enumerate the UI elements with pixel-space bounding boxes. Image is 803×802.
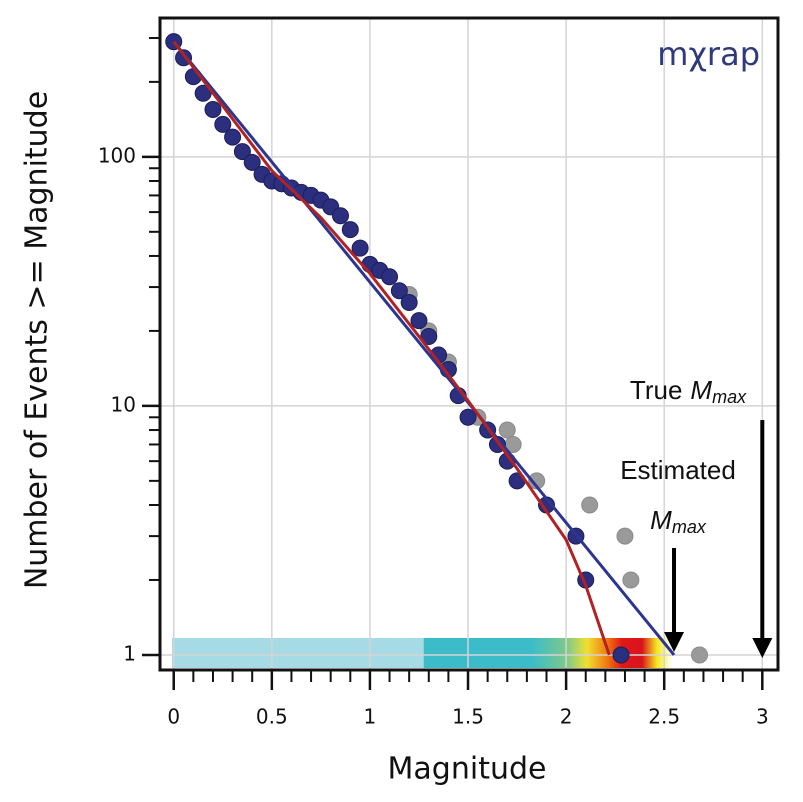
x-axis-label: Magnitude (388, 752, 547, 787)
y-tick-label: 10 (111, 392, 136, 416)
data-point (616, 527, 634, 545)
probability-band (172, 638, 672, 668)
data-point (498, 421, 516, 439)
arrow-head (664, 632, 685, 652)
data-point (390, 282, 408, 300)
y-axis-label: Number of Events >= Magnitude (20, 91, 55, 589)
data-point (612, 646, 630, 664)
data-point (622, 571, 640, 589)
y-tick-label: 100 (98, 143, 136, 167)
x-tick-label: 1.5 (452, 705, 484, 729)
arrow-head (752, 638, 773, 658)
annotation: Estimated Mmax (620, 455, 736, 652)
annotation-symbol: M (690, 375, 712, 405)
x-tick-label: 1 (364, 705, 377, 729)
x-tick-label: 0.5 (256, 705, 288, 729)
annotation-symbol: M (650, 505, 672, 535)
x-tick-label: 0 (167, 705, 180, 729)
data-point (381, 268, 399, 286)
fit-line (172, 40, 611, 656)
data-point (214, 115, 232, 133)
annotation-text: Mmax (650, 505, 707, 537)
plot-frame (158, 16, 780, 672)
annotation-subscript: max (672, 517, 707, 537)
annotation-label: Estimated (620, 455, 736, 485)
data-point (400, 294, 418, 312)
annotation-label: True (630, 375, 683, 405)
fit-line (172, 40, 676, 656)
data-point (341, 221, 359, 239)
x-tick-label: 2 (560, 705, 573, 729)
data-point (204, 100, 222, 118)
x-tick-label: 3 (756, 705, 769, 729)
x-tick-label: 2.5 (648, 705, 680, 729)
data-point (194, 84, 212, 102)
y-tick-label: 1 (123, 641, 136, 665)
annotation: True Mmax (630, 375, 773, 658)
data-point (459, 408, 477, 426)
data-point (331, 207, 349, 225)
data-point (224, 128, 242, 146)
data-point (410, 312, 428, 330)
data-point (691, 646, 709, 664)
data-point (581, 496, 599, 514)
logo: mχrap (657, 35, 760, 73)
data-point (243, 153, 261, 171)
annotation-text: True Mmax (630, 375, 747, 407)
data-point (351, 239, 369, 257)
data-point (233, 143, 251, 161)
annotation-subscript: max (712, 387, 747, 407)
